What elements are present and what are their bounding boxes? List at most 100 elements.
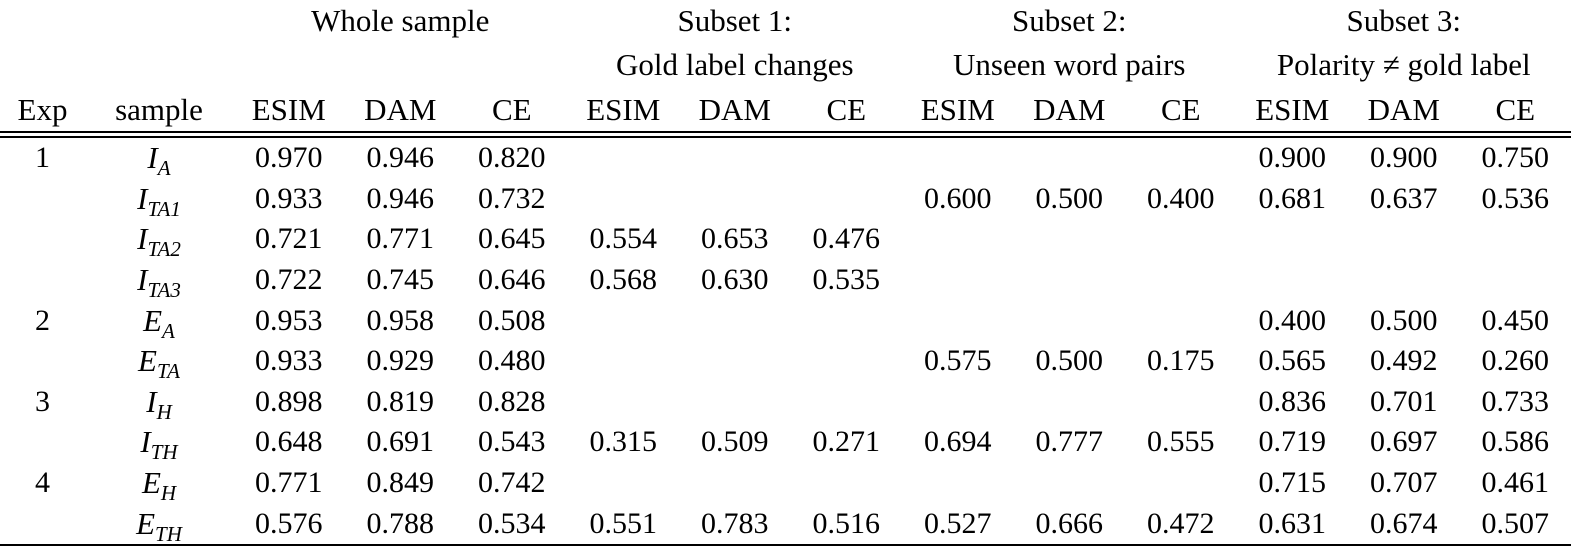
metric-cell <box>679 341 791 382</box>
metric-cell: 0.630 <box>701 263 769 297</box>
metric-cell: 0.527 <box>902 503 1014 546</box>
col-header-model: DAM <box>1013 88 1125 138</box>
metric-cell <box>1460 219 1571 260</box>
metric-cell <box>568 463 680 504</box>
col-header-model: DAM <box>679 88 791 138</box>
metric-cell: 0.691 <box>366 425 435 459</box>
sample-subscript: TA2 <box>147 237 181 260</box>
metric-cell: 0.175 <box>1147 344 1215 378</box>
metric-cell: 0.898 <box>255 384 323 418</box>
metric-cell: 0.958 <box>366 303 435 337</box>
metric-cell: 0.719 <box>1258 425 1327 459</box>
col-header-model: CE <box>456 88 568 138</box>
metric-cell: 0.271 <box>812 425 881 459</box>
metric-cell: 0.600 <box>924 181 992 215</box>
metric-cell <box>1125 463 1237 504</box>
group-subtitle-subset1: Gold label changes <box>615 47 854 82</box>
metric-cell: 0.828 <box>478 384 546 418</box>
metric-cell <box>1125 300 1237 341</box>
sample-label: ITA2 <box>85 219 233 260</box>
sample-subscript: A <box>157 156 171 179</box>
group-header-subset1: Subset 1: <box>677 3 793 38</box>
metric-cell <box>568 382 680 423</box>
metric-cell <box>791 135 903 179</box>
metric-cell: 0.733 <box>1481 384 1550 418</box>
metric-cell: 0.260 <box>1481 344 1550 378</box>
sample-label: ITA3 <box>85 260 233 300</box>
metric-cell: 0.631 <box>1236 503 1348 546</box>
metric-cell: 0.576 <box>233 503 345 546</box>
exp-cell: 1 <box>35 141 50 175</box>
exp-cell <box>0 260 85 301</box>
sample-subscript: TA <box>156 359 180 382</box>
metric-cell: 0.953 <box>255 303 323 337</box>
sample-base: E <box>143 302 163 338</box>
metric-cell <box>902 219 1014 260</box>
corner-blank <box>0 0 233 42</box>
metric-cell <box>1014 382 1126 423</box>
metric-cell <box>679 300 791 341</box>
metric-cell <box>902 260 1014 301</box>
table-row: 4 EH 0.771 0.849 0.742 0.715 0.707 0.461 <box>0 463 1571 504</box>
metric-cell <box>679 135 791 179</box>
table-row: ETA 0.933 0.929 0.480 0.575 0.500 0.175 … <box>0 341 1571 382</box>
col-header-model: DAM <box>344 88 456 138</box>
metric-cell <box>1125 382 1237 423</box>
metric-cell <box>679 382 791 423</box>
metric-cell: 0.820 <box>478 141 546 175</box>
metric-cell <box>1014 219 1126 260</box>
metric-cell: 0.507 <box>1459 503 1571 546</box>
metric-cell <box>1125 219 1237 260</box>
sample-subscript: TH <box>150 440 178 463</box>
metric-cell <box>1014 463 1126 504</box>
col-header-model: CE <box>1459 88 1571 138</box>
metric-cell <box>1460 260 1571 301</box>
sample-subscript: TH <box>155 521 182 545</box>
col-header-model: ESIM <box>1236 88 1348 138</box>
metric-cell <box>679 179 791 220</box>
metric-cell: 0.946 <box>366 141 435 175</box>
metric-cell: 0.500 <box>1035 181 1104 215</box>
metric-cell: 0.509 <box>701 425 769 459</box>
metric-cell <box>568 179 680 220</box>
metric-cell: 0.750 <box>1481 141 1550 175</box>
metric-cell: 0.450 <box>1481 303 1550 337</box>
metric-cell: 0.551 <box>567 503 679 546</box>
metric-cell: 0.819 <box>366 384 435 418</box>
table-row: ITA3 0.722 0.745 0.646 0.568 0.630 0.535 <box>0 260 1571 301</box>
metric-cell <box>1014 300 1126 341</box>
metric-cell: 0.745 <box>366 263 435 297</box>
metric-cell <box>791 341 903 382</box>
metric-cell <box>568 300 680 341</box>
table-row: 2 EA 0.953 0.958 0.508 0.400 0.500 0.450 <box>0 300 1571 341</box>
group-header-subset2: Subset 2: <box>1011 3 1127 38</box>
sample-base: I <box>147 140 158 176</box>
metric-cell: 0.645 <box>478 222 546 256</box>
metric-cell: 0.461 <box>1481 466 1550 500</box>
sample-base: E <box>136 505 156 541</box>
metric-cell: 0.900 <box>1258 141 1327 175</box>
metric-cell: 0.681 <box>1258 181 1327 215</box>
metric-cell: 0.666 <box>1013 503 1125 546</box>
metric-cell <box>791 179 903 220</box>
sample-base: I <box>137 262 148 298</box>
sample-subscript: TA1 <box>147 196 181 220</box>
group-subtitle-subset2: Unseen word pairs <box>953 47 1186 82</box>
sample-label: ETA <box>85 341 233 382</box>
metric-cell: 0.933 <box>255 344 323 378</box>
metric-cell <box>568 135 680 179</box>
metric-cell: 0.732 <box>478 181 546 215</box>
metric-cell: 0.492 <box>1370 344 1438 378</box>
metric-cell <box>791 300 903 341</box>
group-subtitle-subset3: Polarity ≠ gold label <box>1276 47 1531 82</box>
metric-cell: 0.508 <box>478 303 546 337</box>
sample-base: E <box>141 465 161 501</box>
metric-cell: 0.400 <box>1147 181 1215 215</box>
metric-cell <box>1237 260 1349 301</box>
metric-cell: 0.933 <box>255 181 323 215</box>
group-header-subset3: Subset 3: <box>1346 3 1462 38</box>
metric-cell <box>1348 219 1460 260</box>
metric-cell <box>902 463 1014 504</box>
metric-cell: 0.900 <box>1370 141 1438 175</box>
